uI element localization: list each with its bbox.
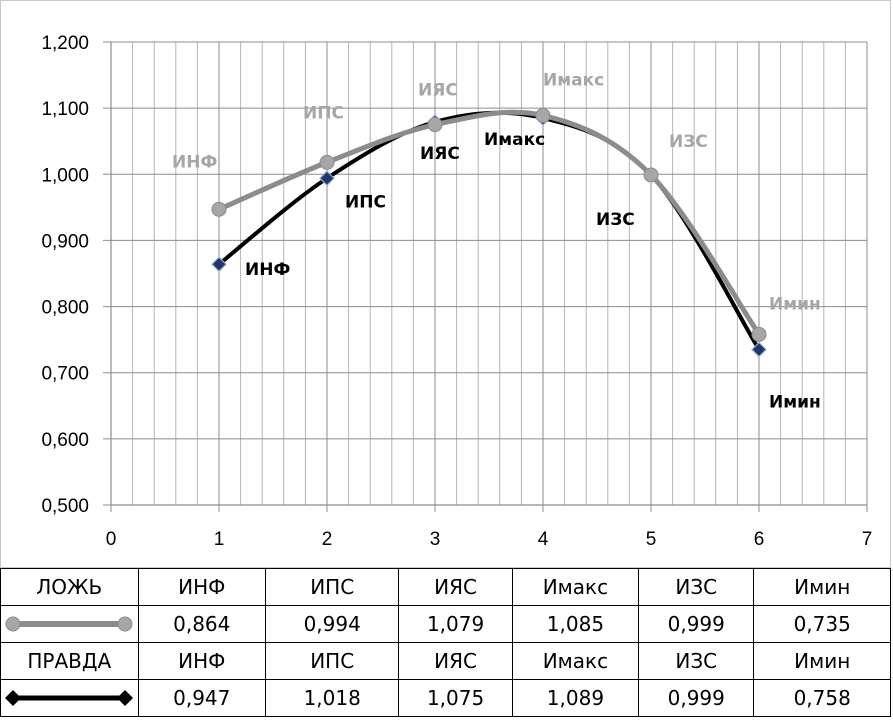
table-row-labels-true: ПРАВДА ИНФ ИПС ИЯС Имакс ИЗС Имин: [0, 642, 891, 680]
table-cell: ИЗС: [638, 568, 755, 606]
table-cell: ИПС: [264, 642, 400, 680]
data-label: ИПС: [345, 192, 386, 212]
x-tick-label: 2: [322, 529, 333, 550]
table-cell: 0,999: [638, 679, 755, 717]
y-tick-label: 1,100: [41, 99, 89, 120]
x-tick-label: 0: [106, 529, 117, 550]
data-label: Имакс: [543, 70, 604, 90]
chart-frame: 0 1 2 3 4 5 6 7 0,500 0,600 0,700 0,800 0,900 1,000 1,…: [0, 0, 891, 568]
legend-key-circle-line: [0, 605, 139, 643]
data-label: ИЗС: [596, 210, 635, 230]
data-label: ИЗС: [669, 132, 708, 152]
table-cell: 1,075: [398, 679, 513, 717]
table-cell: 0,999: [638, 605, 755, 643]
table-cell: ИПС: [264, 568, 400, 606]
legend-key-diamond-line: [0, 679, 139, 717]
table-cell: 0,994: [264, 605, 400, 643]
data-point-circle: [535, 107, 551, 123]
table-cell: 1,018: [264, 679, 400, 717]
data-label: ИНФ: [172, 152, 217, 172]
data-point-circle: [643, 167, 659, 183]
legend-key-false-icon: [5, 616, 133, 632]
data-label: ИПС: [303, 103, 344, 123]
y-tick-label: 1,000: [41, 165, 89, 186]
x-tick-label: 5: [646, 529, 657, 550]
data-point-circle: [427, 117, 443, 133]
table-cell: 0,947: [137, 679, 266, 717]
x-tick-label: 3: [430, 529, 441, 550]
table-cell: 1,079: [398, 605, 513, 643]
x-tick-label: 1: [214, 529, 225, 550]
table-cell: 1,089: [511, 679, 640, 717]
table-cell: 1,085: [511, 605, 640, 643]
data-point-diamond: [211, 256, 227, 273]
data-label: ИЯС: [418, 81, 458, 101]
data-point-circle: [319, 154, 335, 170]
data-point-diamond: [319, 170, 335, 187]
y-tick-label: 0,700: [41, 364, 89, 385]
data-table: ЛОЖЬ ИНФ ИПС ИЯС Имакс ИЗС Имин 0,864 0,…: [0, 568, 891, 717]
table-cell: Имин: [753, 568, 891, 606]
table-cell: 0,758: [753, 679, 891, 717]
table-row-values-true: 0,947 1,018 1,075 1,089 0,999 0,758: [0, 679, 891, 717]
table-cell: ИНФ: [137, 568, 266, 606]
y-tick-label: 0,500: [41, 496, 89, 517]
y-tick-label: 0,800: [41, 298, 89, 319]
data-point-circle: [211, 201, 227, 217]
data-point-diamond: [751, 341, 767, 358]
table-row-labels-false: ЛОЖЬ ИНФ ИПС ИЯС Имакс ИЗС Имин: [0, 568, 891, 606]
table-cell: Имин: [753, 642, 891, 680]
y-tick-label: 1,200: [41, 33, 89, 54]
table-cell: 0,864: [137, 605, 266, 643]
table-cell: Имакс: [511, 568, 640, 606]
table-cell: ИЯС: [398, 642, 513, 680]
table-cell: ИЯС: [398, 568, 513, 606]
table-row-values-false: 0,864 0,994 1,079 1,085 0,999 0,735: [0, 605, 891, 643]
data-label: ИЯС: [420, 144, 460, 164]
y-tick-label: 0,900: [41, 231, 89, 252]
table-cell: ИНФ: [137, 642, 266, 680]
x-tick-label: 7: [862, 529, 873, 550]
legend-key-true-icon: [5, 690, 134, 706]
data-label: Имакс: [484, 130, 545, 150]
data-label: Имин: [769, 393, 821, 413]
x-tick-label: 4: [538, 529, 549, 550]
x-tick-label: 6: [754, 529, 765, 550]
data-label: ИНФ: [245, 260, 290, 280]
data-label: Имин: [769, 294, 821, 314]
table-cell: ИЗС: [638, 642, 755, 680]
data-point-circle: [751, 326, 767, 342]
row-head-false: ЛОЖЬ: [0, 568, 139, 606]
table-cell: Имакс: [511, 642, 640, 680]
chart-plot: 0 1 2 3 4 5 6 7 0,500 0,600 0,700 0,800 0,900 1,000 1,…: [41, 33, 873, 550]
y-tick-label: 0,600: [41, 430, 89, 451]
table-cell: 0,735: [753, 605, 891, 643]
row-head-true: ПРАВДА: [0, 642, 139, 680]
